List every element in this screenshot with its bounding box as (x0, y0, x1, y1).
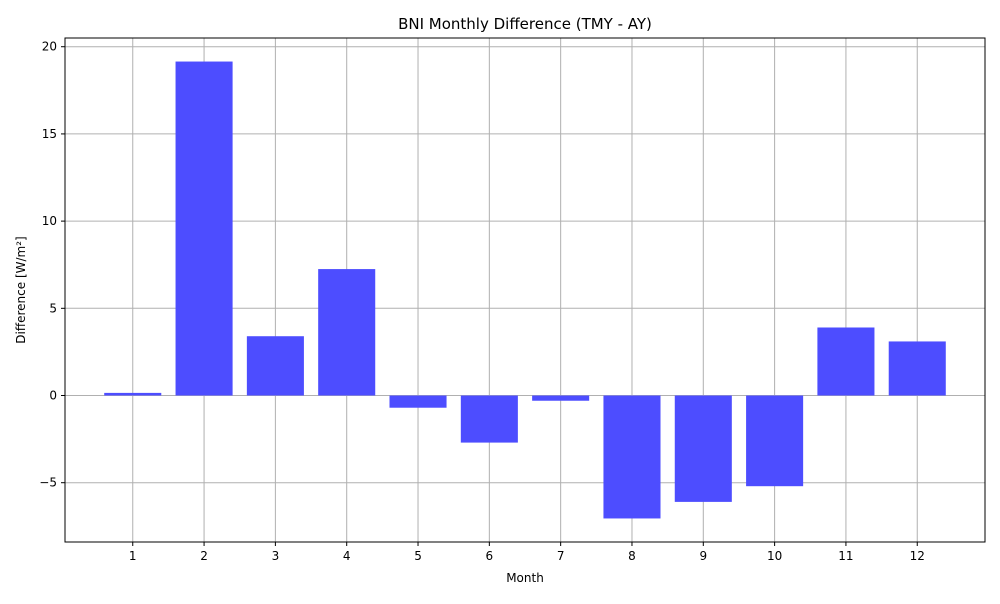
bar-month-1 (104, 392, 162, 396)
x-tick-label: 6 (486, 549, 494, 563)
x-tick-label: 11 (838, 549, 853, 563)
y-tick-label: 10 (42, 214, 57, 228)
x-tick-label: 10 (767, 549, 782, 563)
bar-month-2 (175, 61, 233, 396)
bar-month-3 (246, 336, 304, 396)
bar-month-12 (888, 341, 946, 396)
x-tick-label: 5 (414, 549, 422, 563)
bars-layer (104, 61, 946, 519)
bar-month-5 (389, 395, 447, 408)
y-tick-label: 0 (49, 389, 57, 403)
chart-title: BNI Monthly Difference (TMY - AY) (398, 15, 652, 33)
y-tick-label: 20 (42, 40, 57, 54)
x-tick-label: 3 (272, 549, 280, 563)
plot-frame (64, 37, 986, 543)
x-tick-label: 9 (699, 549, 707, 563)
bar-month-11 (817, 327, 875, 396)
y-tick-label: 15 (42, 127, 57, 141)
bar-month-6 (460, 395, 518, 443)
bar-month-4 (318, 269, 376, 396)
x-tick-label: 12 (910, 549, 925, 563)
y-tick-label: −5 (39, 476, 57, 490)
x-axis-label: Month (506, 571, 544, 585)
y-axis-label: Difference [W/m²] (14, 236, 28, 343)
axes-layer (64, 37, 986, 543)
x-tick-label: 8 (628, 549, 636, 563)
bar-month-7 (532, 395, 590, 401)
x-tick-label: 1 (129, 549, 137, 563)
x-tick-label: 7 (557, 549, 565, 563)
bar-month-8 (603, 395, 661, 519)
y-tick-label: 5 (49, 301, 57, 315)
bar-month-9 (674, 395, 732, 502)
x-tick-label: 4 (343, 549, 351, 563)
bar-month-10 (746, 395, 804, 487)
x-tick-label: 2 (200, 549, 208, 563)
